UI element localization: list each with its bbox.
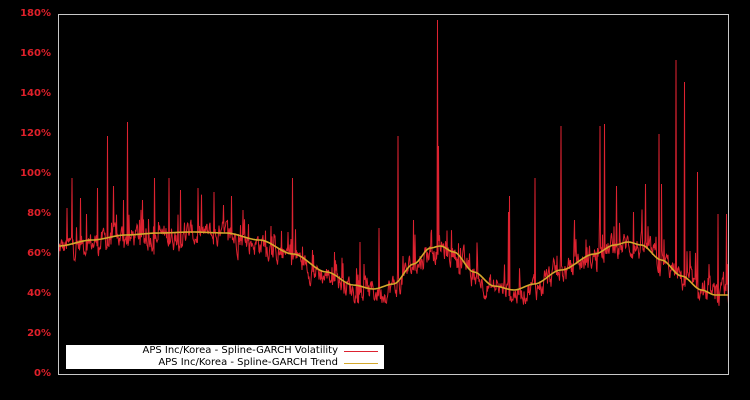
legend-item-volatility: APS Inc/Korea - Spline-GARCH Volatility bbox=[143, 345, 385, 357]
y-tick-label: 120% bbox=[20, 128, 51, 139]
y-tick-label: 140% bbox=[20, 88, 51, 99]
volatility-series bbox=[58, 19, 729, 306]
y-tick-label: 20% bbox=[27, 328, 51, 339]
y-tick-label: 160% bbox=[20, 48, 51, 59]
plot-frame bbox=[58, 14, 729, 375]
y-tick-label: 180% bbox=[20, 8, 51, 19]
trend-series bbox=[58, 231, 729, 296]
y-tick-label: 40% bbox=[27, 288, 51, 299]
y-tick-label: 0% bbox=[34, 368, 51, 379]
y-tick-label: 100% bbox=[20, 168, 51, 179]
legend: APS Inc/Korea - Spline-GARCH Volatility … bbox=[66, 345, 384, 369]
legend-swatch-trend bbox=[344, 362, 378, 364]
y-tick-label: 80% bbox=[27, 208, 51, 219]
y-tick-label: 60% bbox=[27, 248, 51, 259]
legend-item-trend: APS Inc/Korea - Spline-GARCH Trend bbox=[158, 357, 384, 369]
legend-label-trend: APS Inc/Korea - Spline-GARCH Trend bbox=[158, 357, 338, 368]
volatility-line bbox=[58, 19, 729, 306]
legend-label-volatility: APS Inc/Korea - Spline-GARCH Volatility bbox=[142, 345, 339, 356]
legend-swatch-volatility bbox=[344, 350, 378, 352]
